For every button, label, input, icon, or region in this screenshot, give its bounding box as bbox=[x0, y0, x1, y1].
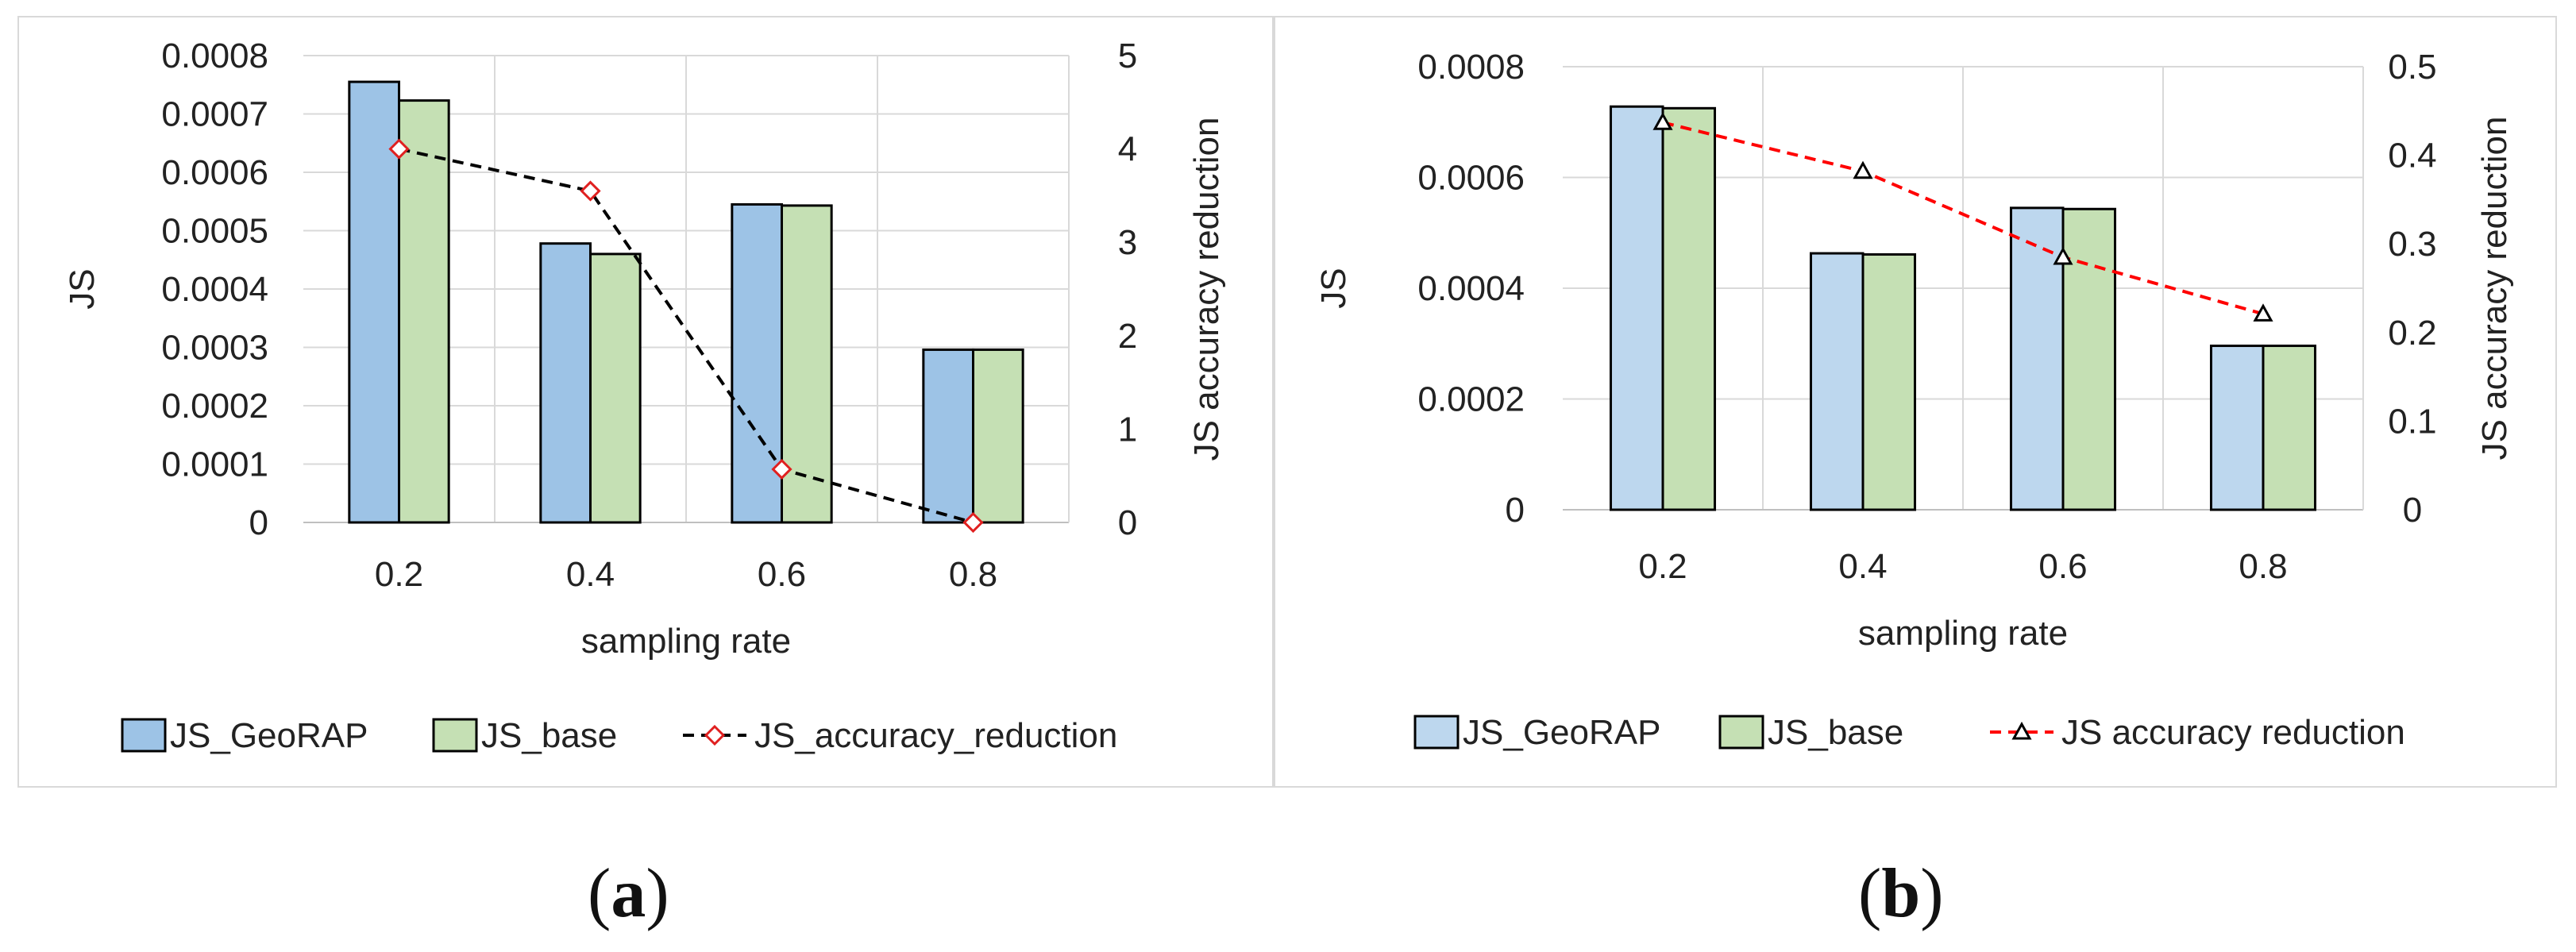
y2-tick-label: 0.4 bbox=[2388, 137, 2436, 175]
legend-label: JS_GeoRAP bbox=[170, 716, 368, 755]
y-tick-label: 0.0001 bbox=[161, 445, 268, 484]
y-tick-label: 0.0007 bbox=[161, 95, 268, 134]
x-tick-label: 0.2 bbox=[1638, 547, 1687, 586]
legend-label: JS_accuracy_reduction bbox=[754, 716, 1117, 755]
bar-js-base bbox=[2061, 207, 2117, 511]
y-tick-label: 0.0003 bbox=[161, 329, 268, 368]
bar-js-base bbox=[2262, 345, 2317, 511]
y2-tick-label: 2 bbox=[1118, 317, 1137, 356]
y2-tick-label: 1 bbox=[1118, 410, 1137, 449]
y2-tick-label: 0.3 bbox=[2388, 225, 2436, 264]
data-point-marker bbox=[1652, 112, 1673, 130]
bar-js-georap bbox=[539, 242, 592, 524]
legend-label: JS_base bbox=[481, 716, 617, 755]
x-axis-title: sampling rate bbox=[581, 622, 791, 661]
y2-axis-title: JS accuracy reduction bbox=[2475, 117, 2514, 461]
y2-tick-label: 5 bbox=[1118, 37, 1137, 75]
x-tick-label: 0.8 bbox=[2239, 547, 2287, 586]
x-tick-label: 0.6 bbox=[2038, 547, 2087, 586]
x-tick-label: 0.6 bbox=[758, 555, 806, 594]
y2-tick-label: 0 bbox=[2403, 491, 2422, 530]
y2-tick-label: 0 bbox=[1118, 503, 1137, 542]
bar-js-base bbox=[972, 348, 1024, 524]
data-point-marker bbox=[771, 458, 792, 480]
y-tick-label: 0.0006 bbox=[1417, 159, 1525, 198]
legend-swatch bbox=[432, 718, 478, 753]
bar-js-georap bbox=[2209, 345, 2265, 511]
caption-b: (b) bbox=[1858, 855, 1944, 932]
legend-label: JS_GeoRAP bbox=[1463, 713, 1660, 752]
legend-marker bbox=[704, 724, 726, 746]
legend-label: JS_base bbox=[1768, 713, 1903, 752]
y-axis-title: JS bbox=[1314, 268, 1353, 308]
legend-marker bbox=[2011, 721, 2032, 740]
y-tick-label: 0.0005 bbox=[161, 212, 268, 251]
bar-js-georap bbox=[1809, 252, 1865, 511]
x-tick-label: 0.4 bbox=[1838, 547, 1887, 586]
x-tick-label: 0.4 bbox=[566, 555, 615, 594]
y2-tick-label: 0.1 bbox=[2388, 402, 2436, 441]
legend-swatch bbox=[1718, 715, 1764, 750]
series-line bbox=[399, 147, 974, 524]
y-tick-label: 0.0002 bbox=[161, 387, 268, 426]
bar-js-base bbox=[1661, 106, 1717, 511]
chart-b: 0 0.0002 0.0004 0.0006 0.0008 0 0.1 0.2 0.3 0.4 0.… bbox=[1314, 48, 2514, 752]
bar-js-georap bbox=[731, 202, 784, 524]
bar-js-base bbox=[781, 204, 833, 524]
chart-panel-b: 0 0.0002 0.0004 0.0006 0.0008 0 0.1 0.2 0.3 0.4 0.… bbox=[1274, 16, 2557, 788]
legend-swatch bbox=[1413, 715, 1460, 750]
bar-js-georap bbox=[922, 348, 974, 524]
chart-panel-a: 0 0.0001 0.0002 0.0003 0.0004 0.0005 0.0006 0.0… bbox=[17, 16, 1274, 788]
y2-tick-label: 4 bbox=[1118, 130, 1137, 169]
bar-js-base bbox=[398, 99, 450, 524]
bar-js-georap bbox=[2009, 206, 2065, 511]
x-tick-label: 0.8 bbox=[949, 555, 997, 594]
y-tick-label: 0.0006 bbox=[161, 153, 268, 192]
x-tick-label: 0.2 bbox=[375, 555, 423, 594]
legend-swatch bbox=[121, 718, 167, 753]
y2-tick-label: 0.2 bbox=[2388, 314, 2436, 353]
data-point-marker bbox=[388, 138, 410, 160]
y-tick-label: 0.0004 bbox=[1417, 269, 1525, 308]
y-tick-label: 0.0002 bbox=[1417, 380, 1525, 419]
x-axis-title: sampling rate bbox=[1858, 614, 2068, 653]
y-tick-label: 0.0008 bbox=[1417, 48, 1525, 87]
data-point-marker bbox=[2053, 246, 2073, 265]
y-tick-label: 0 bbox=[249, 503, 268, 542]
y2-axis-title: JS accuracy reduction bbox=[1187, 118, 1226, 461]
data-point-marker bbox=[1853, 160, 1873, 179]
data-point-marker bbox=[962, 511, 984, 534]
chart-a: 0 0.0001 0.0002 0.0003 0.0004 0.0005 0.0006 0.0… bbox=[63, 37, 1226, 755]
series-line bbox=[1662, 121, 2264, 316]
data-point-marker bbox=[2253, 303, 2273, 322]
y2-tick-label: 3 bbox=[1118, 223, 1137, 262]
y2-tick-label: 0.5 bbox=[2388, 48, 2436, 87]
y-tick-label: 0 bbox=[1506, 491, 1525, 530]
y-tick-label: 0.0004 bbox=[161, 270, 268, 309]
bar-js-base bbox=[589, 252, 642, 524]
data-point-marker bbox=[580, 180, 601, 202]
y-tick-label: 0.0008 bbox=[161, 37, 268, 75]
y-axis-title: JS bbox=[63, 268, 102, 309]
legend-label: JS accuracy reduction bbox=[2061, 713, 2405, 752]
caption-a: (a) bbox=[588, 855, 669, 932]
bar-js-base bbox=[1861, 252, 1917, 511]
bar-js-georap bbox=[1609, 105, 1664, 511]
